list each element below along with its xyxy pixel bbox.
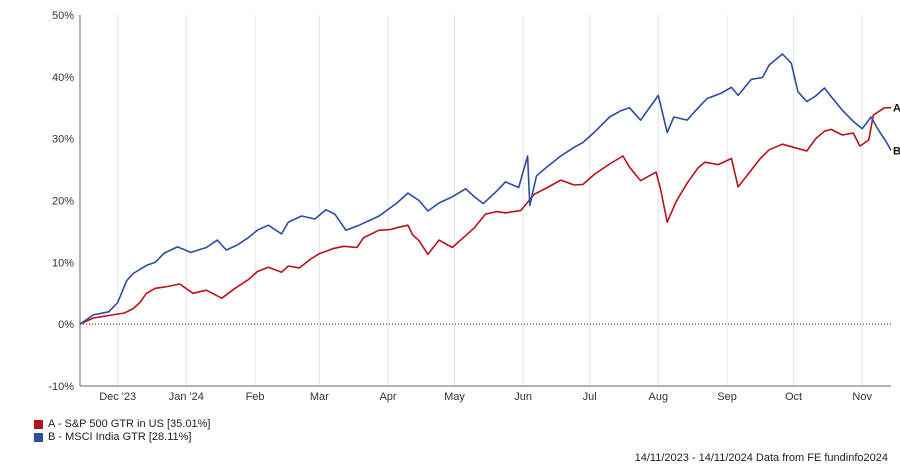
x-tick-label: Nov [852, 391, 872, 403]
y-tick-label: 20% [52, 196, 74, 208]
x-tick-label: Oct [785, 391, 802, 403]
x-tick-label: Dec '23 [99, 391, 136, 403]
x-tick-label: Jul [583, 391, 597, 403]
legend-item-b: B - MSCI India GTR [28.11%] [34, 431, 210, 444]
y-tick-label: 50% [52, 10, 74, 22]
legend: A - S&P 500 GTR in US [35.01%] B - MSCI … [34, 418, 210, 444]
x-tick-label: Jan '24 [169, 391, 204, 403]
legend-swatch-b [34, 433, 43, 442]
x-tick-label: Feb [246, 391, 265, 403]
series-end-label-b: B [893, 145, 900, 157]
legend-item-a: A - S&P 500 GTR in US [35.01%] [34, 418, 210, 431]
data-source-footer: 14/11/2023 - 14/11/2024 Data from FE fun… [634, 452, 888, 464]
series-end-label-a: A [893, 103, 900, 115]
legend-swatch-a [34, 420, 43, 429]
legend-label-b: B - MSCI India GTR [28.11%] [48, 431, 192, 443]
y-tick-label: 10% [52, 257, 74, 269]
x-tick-label: May [444, 391, 465, 403]
series-line-a [79, 106, 892, 325]
x-tick-label: Jun [514, 391, 532, 403]
y-tick-label: -10% [48, 381, 74, 393]
x-tick-label: Sep [717, 391, 737, 403]
tick-labels: Dec '23 Jan '24 Feb Mar Apr May Jun Jul Aug Sep Oc… [48, 10, 900, 403]
series-lines [79, 53, 892, 325]
x-tick-label: Aug [649, 391, 669, 403]
y-tick-label: 0% [58, 319, 74, 331]
gridlines [117, 15, 863, 386]
x-tick-label: Mar [310, 391, 329, 403]
x-tick-label: Apr [379, 391, 396, 403]
series-line-b [79, 53, 892, 325]
y-tick-label: 40% [52, 72, 74, 84]
legend-label-a: A - S&P 500 GTR in US [35.01%] [48, 418, 211, 430]
y-tick-label: 30% [52, 134, 74, 146]
